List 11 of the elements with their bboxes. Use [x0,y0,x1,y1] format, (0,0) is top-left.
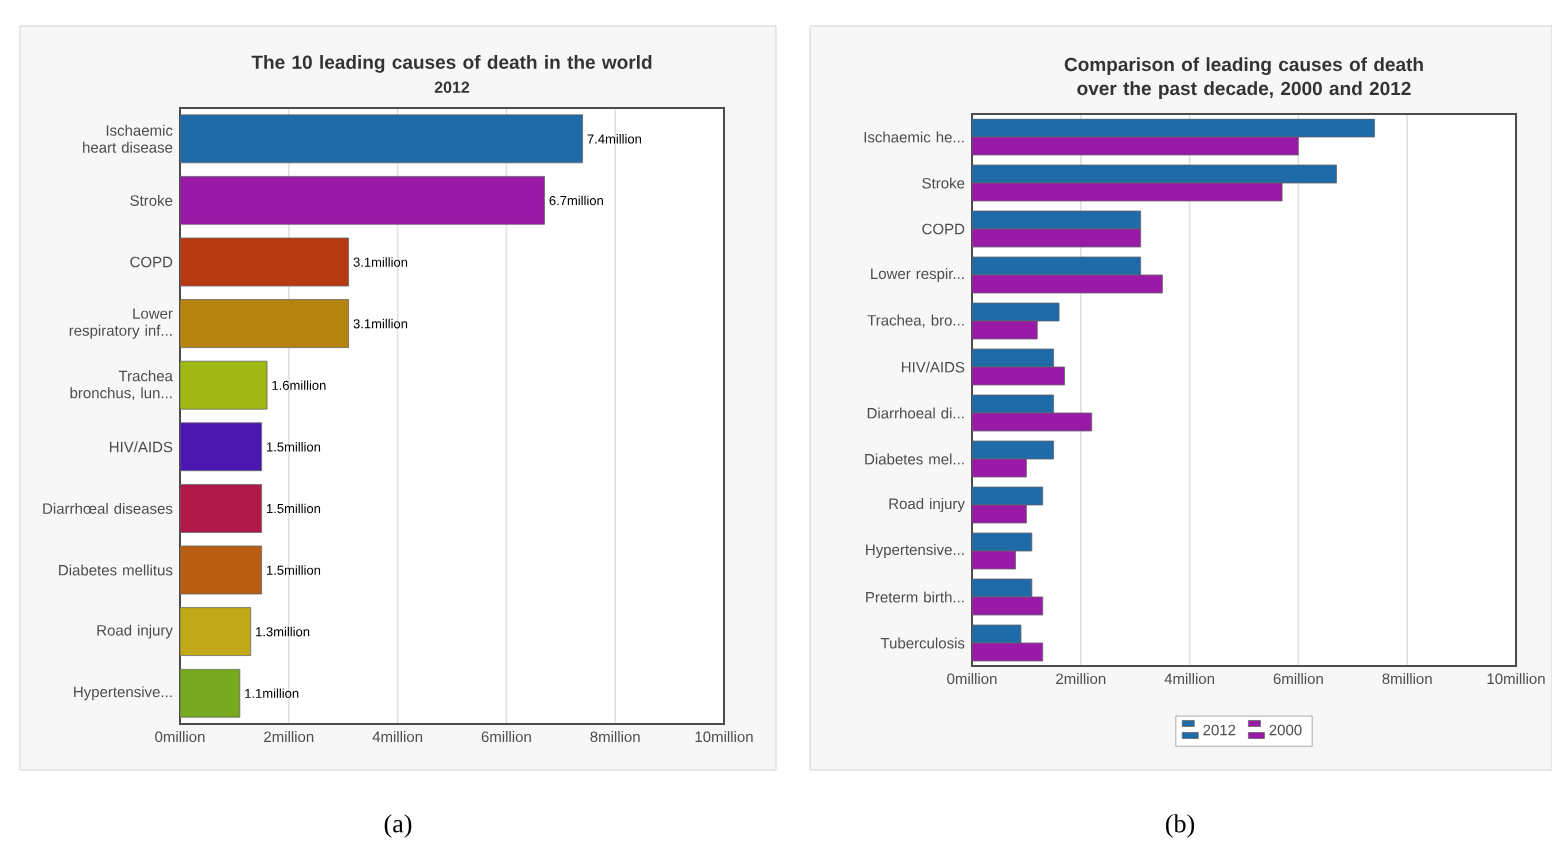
chart-title: The 10 leading causes of death in the world [251,55,652,73]
text: (a) [384,814,412,838]
bar [180,299,350,348]
bar [180,422,262,472]
chart-title: Comparison of leading causes of death over the past decade, 2000 and 2012 [1064,57,1423,99]
bar [180,176,545,225]
text: (b) [1165,814,1195,838]
bar [180,484,262,533]
bar [180,668,241,718]
bar [180,237,350,287]
chart-subtitle: 2012 [434,81,470,93]
